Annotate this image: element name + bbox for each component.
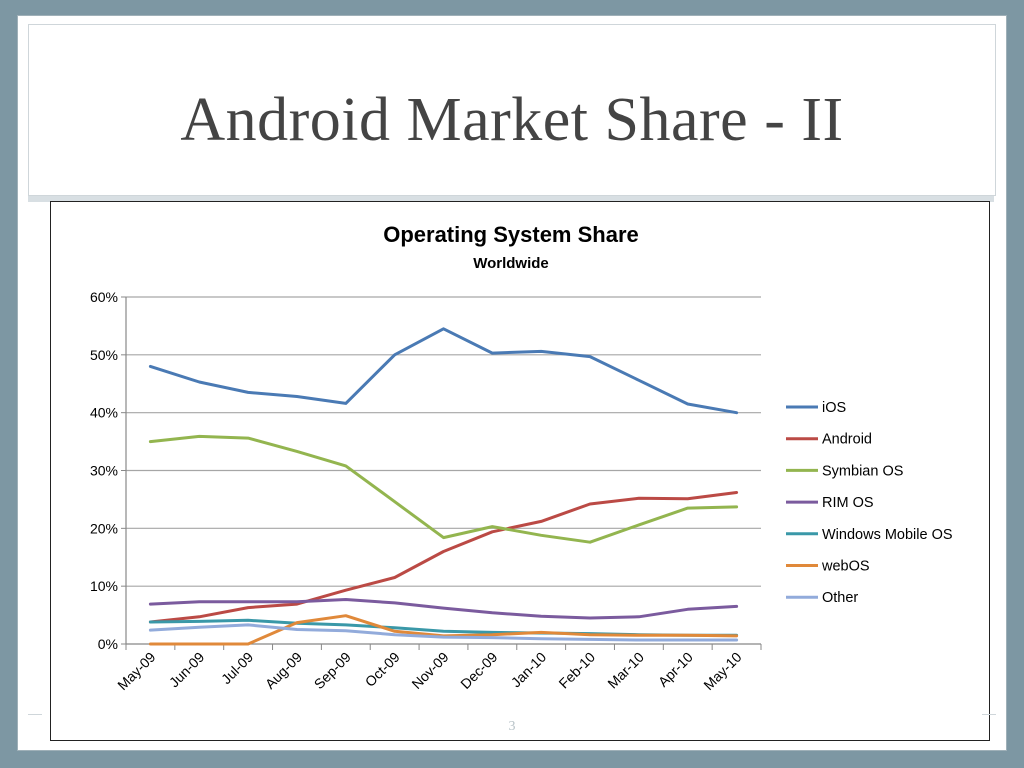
x-tick-label: Oct-09 (362, 649, 403, 690)
x-tick-label: Jul-09 (218, 649, 256, 687)
series-line-other (148, 623, 739, 642)
x-tick-label: Mar-10 (604, 649, 647, 692)
y-tick-label: 30% (90, 463, 118, 479)
x-tick-label: Feb-10 (555, 649, 598, 692)
x-tick-label: Dec-09 (457, 649, 500, 692)
series-lines (148, 327, 739, 646)
title-box: Android Market Share - II (28, 24, 996, 196)
legend-label: Other (822, 590, 858, 606)
y-tick-label: 0% (98, 636, 118, 652)
series-line-android (148, 491, 739, 624)
series-line-symbian-os (148, 434, 739, 544)
legend-label: webOS (821, 559, 870, 575)
chart-title: Operating System Share (383, 222, 639, 247)
legend-label: RIM OS (822, 495, 874, 511)
grid-lines (126, 296, 761, 645)
x-tick-label: May-09 (114, 649, 158, 693)
chart-frame: Operating System Share Worldwide 0% 10% 20… (50, 201, 990, 741)
y-tick-label: 50% (90, 347, 118, 363)
slide: Android Market Share - II Operating Syst… (18, 16, 1006, 750)
x-tick-label: Jun-09 (166, 649, 208, 691)
y-tick-label: 20% (90, 520, 118, 536)
y-tick-label: 10% (90, 578, 118, 594)
slide-number: 3 (508, 719, 516, 734)
legend-label: Windows Mobile OS (822, 527, 953, 543)
legend: iOS Android Symbian OS RIM OS Windows Mobile… (786, 400, 953, 606)
series-line-rim-os (148, 598, 739, 620)
legend-label: iOS (822, 400, 846, 416)
x-tick-label: Nov-09 (408, 649, 451, 692)
y-axis: 0% 10% 20% 30% 40% 50% 60% (90, 289, 127, 652)
chart-subtitle: Worldwide (473, 255, 549, 272)
legend-label: Android (822, 432, 872, 448)
line-chart: Operating System Share Worldwide 0% 10% 20… (90, 222, 953, 693)
x-tick-label: Apr-10 (655, 649, 696, 690)
series-line-ios (148, 327, 739, 415)
footer-rule-right (982, 714, 996, 715)
legend-label: Symbian OS (822, 463, 903, 479)
y-tick-label: 40% (90, 405, 118, 421)
footer-rule-left (28, 714, 42, 715)
y-tick-label: 60% (90, 289, 118, 305)
title-divider (28, 196, 994, 202)
x-tick-label: Jan-10 (508, 649, 550, 691)
x-axis: May-09 Jun-09 Jul-09 Aug-09 Sep-09 Oct-09 Nov-… (114, 644, 762, 693)
x-tick-label: May-10 (700, 649, 744, 693)
slide-title: Android Market Share - II (180, 86, 844, 154)
series-line-windows-mobile-os (148, 618, 739, 637)
x-tick-label: Aug-09 (262, 649, 305, 692)
x-tick-label: Sep-09 (311, 649, 354, 692)
